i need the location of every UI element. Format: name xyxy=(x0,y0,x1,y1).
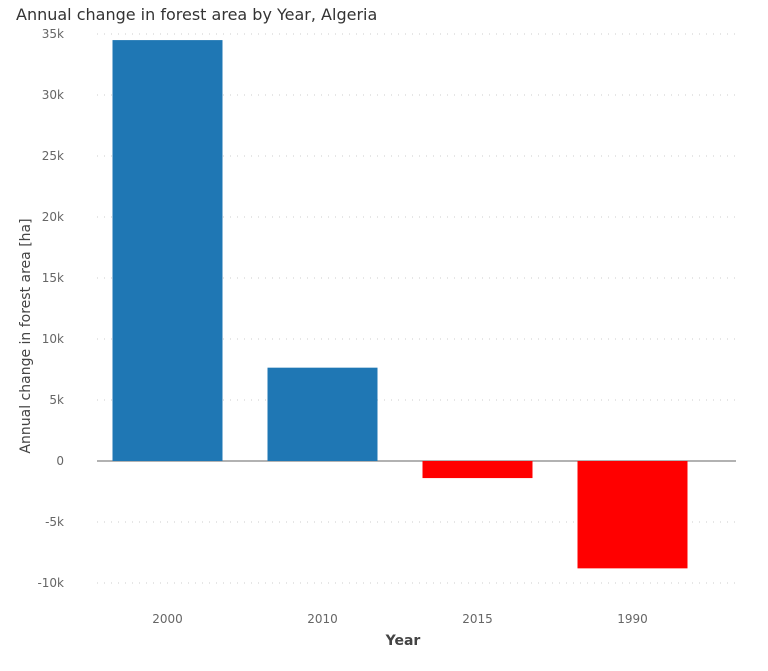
bar-2000 xyxy=(112,40,223,461)
y-tick-label: 20k xyxy=(42,210,64,224)
y-tick-label: 10k xyxy=(42,332,64,346)
y-axis-label: Annual change in forest area [ha] xyxy=(18,218,34,453)
y-tick-label: 0 xyxy=(56,454,64,468)
x-tick-label: 2000 xyxy=(152,612,183,626)
y-tick-label: -5k xyxy=(45,515,64,529)
bar-2010 xyxy=(267,367,378,461)
chart-title: Annual change in forest area by Year, Al… xyxy=(16,5,377,24)
x-tick-label: 1990 xyxy=(617,612,648,626)
y-tick-label: 15k xyxy=(42,271,64,285)
y-tick-label: 5k xyxy=(49,393,64,407)
x-tick-label: 2015 xyxy=(462,612,493,626)
bar-1990 xyxy=(577,461,688,569)
bar-2015 xyxy=(422,461,533,479)
y-tick-label: 25k xyxy=(42,149,64,163)
y-tick-label: 35k xyxy=(42,27,64,41)
x-axis-label: Year xyxy=(385,633,421,649)
y-tick-label: 30k xyxy=(42,88,64,102)
x-tick-label: 2010 xyxy=(307,612,338,626)
y-tick-label: -10k xyxy=(37,576,64,590)
